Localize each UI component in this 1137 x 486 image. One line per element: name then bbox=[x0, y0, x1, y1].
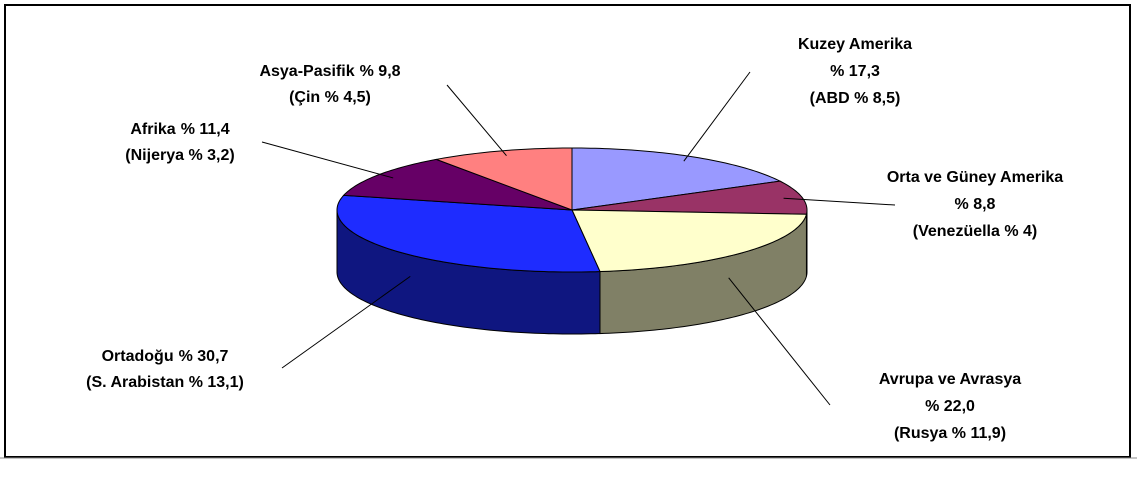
leader-line bbox=[728, 277, 831, 406]
slice bbox=[434, 147, 573, 211]
annotation: (ABD % 8,5) bbox=[810, 90, 901, 107]
slice-label: Asya-Pasifik % 9,8 (Çin % 4,5) bbox=[259, 63, 400, 106]
annotation: (S. Arabistan % 13,1) bbox=[86, 374, 244, 391]
slice bbox=[336, 194, 601, 273]
annotation: (Çin % 4,5) bbox=[289, 89, 371, 106]
leader-line bbox=[281, 275, 411, 369]
value-label: % 11,4 bbox=[181, 121, 230, 138]
leader-line bbox=[683, 71, 751, 162]
slice-label: Ortadoğu % 30,7 (S. Arabistan % 13,1) bbox=[86, 348, 244, 391]
category-label: Ortadoğu bbox=[102, 348, 174, 365]
category-label: Kuzey Amerika bbox=[798, 36, 912, 53]
slice-label: Orta ve Güney Amerika % 8,8 (Venezüella % … bbox=[887, 169, 1063, 240]
slice-label: Kuzey Amerika % 17,3 (ABD % 8,5) bbox=[798, 36, 912, 107]
slice bbox=[571, 209, 808, 273]
leader-line bbox=[783, 197, 896, 206]
value-label: % 8,8 bbox=[955, 196, 996, 213]
slice bbox=[342, 158, 573, 211]
value-label: % 17,3 bbox=[830, 63, 880, 80]
slice bbox=[571, 147, 782, 211]
slice-label: Afrika % 11,4 (Nijerya % 3,2) bbox=[125, 121, 234, 164]
category-label: Afrika bbox=[130, 121, 175, 138]
leader-line bbox=[446, 84, 507, 156]
value-label: % 9,8 bbox=[360, 63, 401, 80]
slice bbox=[571, 180, 808, 215]
category-label: Orta ve Güney Amerika bbox=[887, 169, 1063, 186]
category-label: Avrupa ve Avrasya bbox=[879, 371, 1021, 388]
value-label: % 30,7 bbox=[179, 348, 229, 365]
annotation: (Venezüella % 4) bbox=[913, 223, 1038, 240]
leader-line bbox=[261, 141, 394, 179]
category-label: Asya-Pasifik bbox=[259, 63, 354, 80]
annotation: (Nijerya % 3,2) bbox=[125, 147, 234, 164]
value-label: % 22,0 bbox=[925, 398, 975, 415]
annotation: (Rusya % 11,9) bbox=[894, 425, 1006, 442]
slice-label: Avrupa ve Avrasya % 22,0 (Rusya % 11,9) bbox=[879, 371, 1021, 442]
